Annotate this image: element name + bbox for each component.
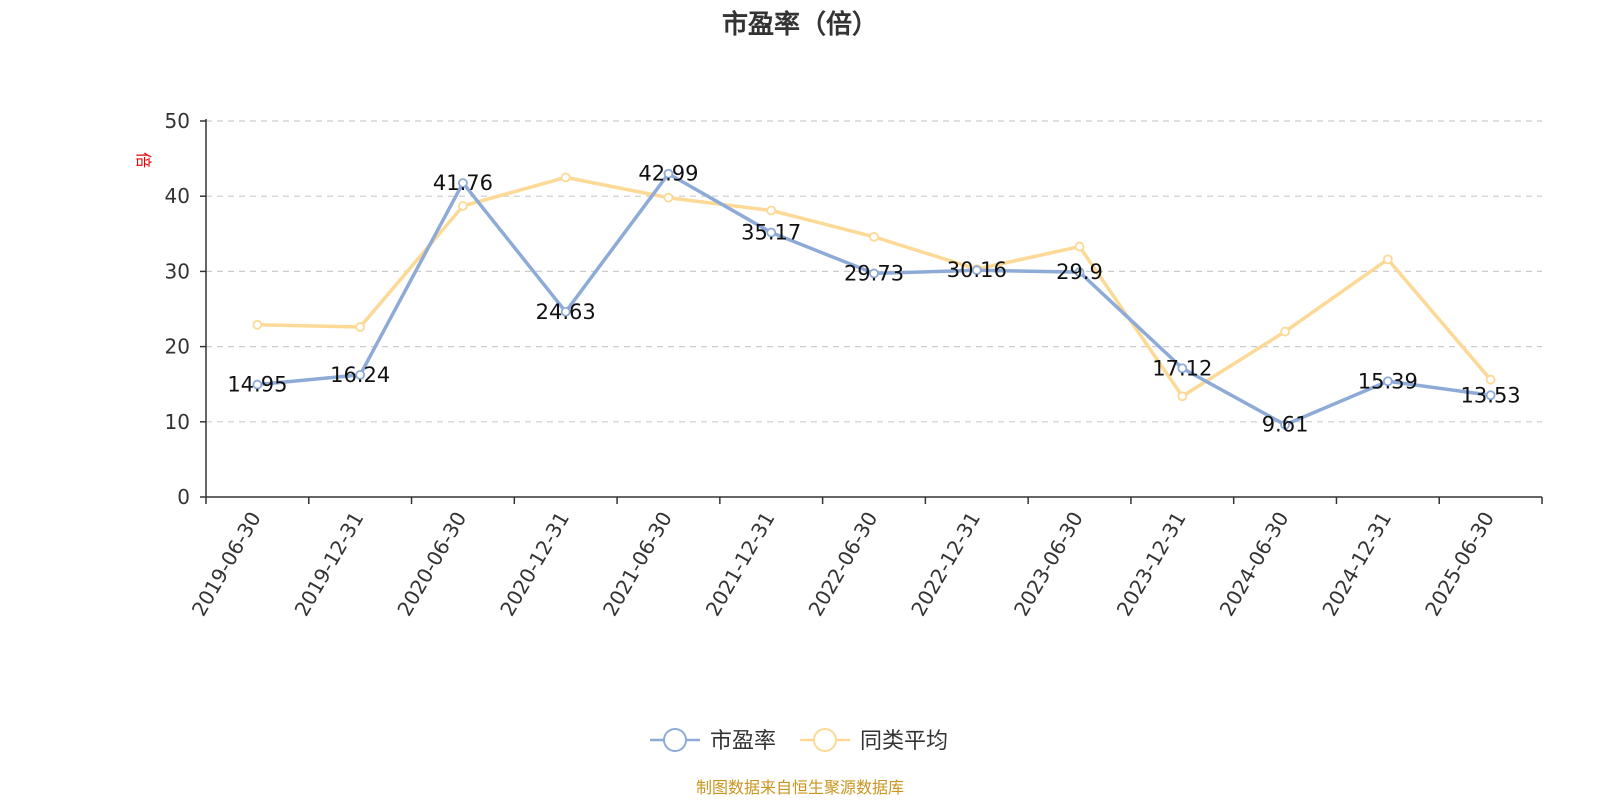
legend-item-1[interactable]: 同类平均: [800, 728, 948, 754]
data-point: [971, 265, 982, 276]
data-label: 35.17: [741, 221, 801, 245]
x-tick-label: 2022-12-31: [906, 508, 985, 621]
data-point: [355, 369, 366, 380]
data-point: [1382, 376, 1393, 387]
data-point: [560, 172, 571, 183]
series-group: [252, 168, 1496, 430]
data-point: [1074, 267, 1085, 278]
data-point: [663, 168, 674, 179]
x-tick-label: 2023-06-30: [1009, 508, 1088, 621]
data-point: [355, 322, 366, 332]
data-point: [1177, 391, 1188, 402]
chart-title: 市盈率（倍）: [722, 9, 878, 40]
data-point: [1280, 326, 1290, 337]
data-point: [1382, 254, 1393, 265]
y-tick-label: 20: [165, 335, 190, 359]
series-line-1: [257, 175, 1492, 398]
x-tick-label: 2025-06-30: [1420, 508, 1499, 621]
x-tick-label: 2020-12-31: [495, 508, 574, 621]
series-line-0: [257, 171, 1491, 427]
x-tick-label: 2021-06-30: [598, 508, 677, 621]
source-note: 制图数据来自恒生聚源数据库: [696, 778, 904, 797]
y-tick-label: 10: [165, 410, 190, 434]
data-point: [252, 379, 263, 390]
legend-label: 市盈率: [710, 729, 776, 754]
data-label: 14.95: [227, 373, 287, 397]
data-point: [766, 205, 777, 216]
data-point: [1177, 363, 1188, 374]
data-label: 15.39: [1358, 369, 1418, 393]
data-label: 24.63: [536, 300, 596, 324]
data-point: [560, 306, 571, 317]
x-tick-label: 2021-12-31: [701, 508, 780, 621]
x-tick-label: 2024-12-31: [1317, 508, 1396, 621]
data-label: 17.12: [1152, 356, 1212, 380]
grid-lines: [206, 120, 1542, 423]
y-tick-label: 40: [165, 184, 190, 208]
x-tick-label: 2020-06-30: [392, 508, 471, 621]
data-point: [1485, 390, 1496, 401]
data-point: [458, 201, 468, 211]
data-point: [1074, 241, 1085, 252]
y-tick-label: 50: [165, 109, 190, 133]
legend-label: 同类平均: [860, 729, 948, 754]
data-point: [458, 178, 468, 188]
legend[interactable]: 市盈率 同类平均: [650, 728, 948, 754]
x-tick-label: 2022-06-30: [803, 508, 882, 621]
x-axis: 2019-06-30 2019-12-31 2020-06-30 2020-12-31…: [187, 496, 1543, 621]
data-label: 13.53: [1461, 383, 1521, 407]
data-labels: 14.95 16.24 41.76 24.63 42.99 35.17 29.73 30.16…: [227, 162, 1520, 437]
data-point: [1280, 419, 1290, 430]
data-label: 41.76: [433, 171, 493, 195]
legend-circle-icon: [813, 728, 837, 752]
x-tick-label: 2019-12-31: [290, 508, 369, 621]
y-tick-label: 0: [177, 485, 190, 509]
data-label: 29.73: [844, 261, 904, 285]
data-label: 29.9: [1056, 260, 1103, 284]
y-unit-label: 倍: [134, 152, 153, 168]
data-point: [252, 319, 263, 330]
legend-item-0[interactable]: 市盈率: [650, 728, 776, 754]
x-tick-label: 2019-06-30: [187, 508, 266, 621]
data-label: 42.99: [638, 162, 698, 186]
x-tick-label: 2024-06-30: [1215, 508, 1294, 621]
data-point: [869, 268, 879, 279]
data-point: [663, 192, 674, 203]
y-tick-label: 30: [165, 259, 190, 283]
data-point: [766, 227, 777, 238]
data-point: [869, 231, 879, 242]
data-label: 16.24: [330, 363, 390, 387]
x-tick-label: 2023-12-31: [1112, 508, 1191, 621]
legend-circle-icon: [663, 728, 687, 752]
data-point: [1485, 374, 1496, 385]
data-label: 9.61: [1262, 413, 1309, 437]
data-label: 30.16: [947, 258, 1007, 282]
y-axis-ticks: 0 10 20 30 40 50: [165, 109, 207, 509]
